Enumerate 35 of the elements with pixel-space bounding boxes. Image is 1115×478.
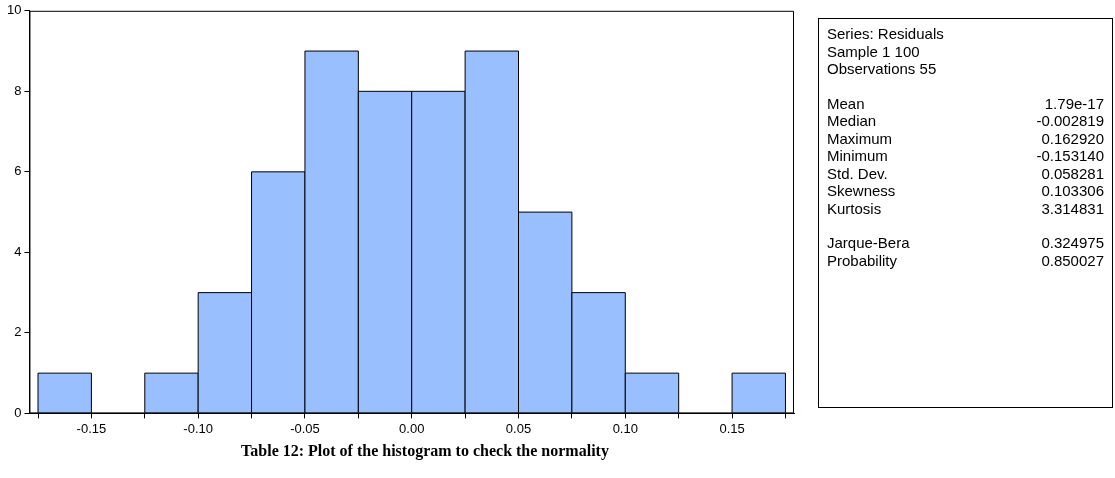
- text: Std. Dev.: [827, 164, 888, 182]
- x-tick-label: -0.15: [76, 420, 107, 436]
- x-tick-label: 0.15: [719, 420, 745, 436]
- text: Median: [827, 112, 877, 130]
- text: 0.850027: [1041, 251, 1104, 269]
- text: Kurtosis: [827, 199, 882, 217]
- text: Observations 55: [827, 60, 938, 78]
- text: 0.324975: [1041, 234, 1104, 252]
- text: Mean: [827, 94, 865, 112]
- text: Series: Residuals: [827, 25, 945, 43]
- text: Sample 1 100: [827, 42, 921, 60]
- text: Maximum: [827, 129, 893, 147]
- text: Minimum: [827, 147, 888, 165]
- y-tick-label: 0: [14, 404, 22, 420]
- y-tick-label: 6: [14, 163, 22, 179]
- text: Jarque-Bera: [827, 234, 910, 252]
- text: -0.153140: [1036, 147, 1104, 165]
- x-tick-label: 0.10: [612, 420, 638, 436]
- text: Probability: [827, 251, 898, 269]
- text: 0.058281: [1041, 164, 1104, 182]
- x-tick-label: 0.00: [399, 420, 425, 436]
- text: 3.314831: [1041, 199, 1104, 217]
- caption: Table 12: Plot of the histogram to check the normality: [240, 442, 610, 460]
- text: 0.103306: [1041, 182, 1104, 200]
- y-tick-label: 4: [14, 243, 22, 259]
- x-tick-label: -0.05: [290, 420, 320, 436]
- text: 0.162920: [1041, 129, 1104, 147]
- text: -0.002819: [1036, 112, 1104, 130]
- text: 1.79e-17: [1044, 94, 1104, 112]
- x-tick-label: 0.05: [505, 420, 532, 436]
- x-tick-label: -0.10: [183, 420, 213, 436]
- text: Skewness: [827, 182, 896, 200]
- y-tick-label: 2: [14, 324, 22, 340]
- y-tick-label: 8: [14, 82, 22, 98]
- y-tick-label: 10: [6, 2, 22, 18]
